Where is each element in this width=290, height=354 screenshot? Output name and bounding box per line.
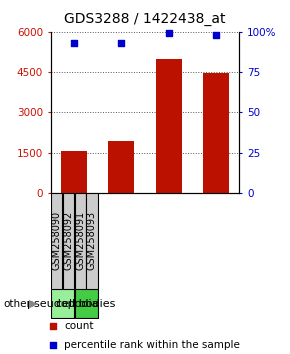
Point [213, 32, 218, 38]
Text: ▶: ▶ [29, 298, 38, 309]
Bar [63, 193, 74, 289]
Point [119, 40, 124, 46]
Text: percentile rank within the sample: percentile rank within the sample [64, 340, 240, 350]
Bar [86, 193, 98, 289]
Point [166, 31, 171, 36]
Text: count: count [64, 321, 94, 331]
Text: GSM258091: GSM258091 [75, 211, 85, 270]
Text: other: other [3, 298, 31, 309]
Bar [51, 193, 62, 289]
Text: GSM258093: GSM258093 [87, 211, 97, 270]
Text: pseudopodia: pseudopodia [27, 298, 98, 309]
Bar [61, 151, 87, 193]
Text: GSM258090: GSM258090 [52, 211, 62, 270]
Bar [75, 290, 98, 318]
Text: GDS3288 / 1422438_at: GDS3288 / 1422438_at [64, 12, 226, 27]
Point [50, 324, 55, 329]
Point [72, 40, 77, 46]
Bar [75, 193, 86, 289]
Text: cell bodies: cell bodies [57, 298, 116, 309]
Bar [108, 141, 134, 193]
Bar [203, 74, 229, 193]
Point [50, 342, 55, 348]
Bar [156, 59, 182, 193]
Bar [51, 290, 74, 318]
Text: GSM258092: GSM258092 [64, 211, 73, 270]
